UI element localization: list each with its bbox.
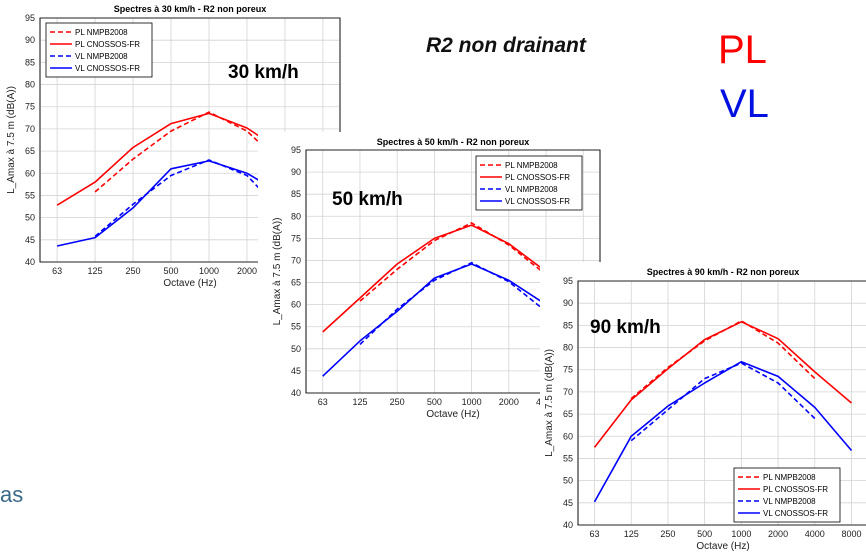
y-tick-label: 60 (25, 168, 35, 178)
y-tick-label: 60 (291, 300, 301, 310)
y-tick-label: 90 (291, 167, 301, 177)
y-tick-label: 80 (563, 343, 573, 353)
plot-frame (577, 280, 866, 526)
y-tick-label: 95 (291, 145, 301, 155)
legend-entry: VL CNOSSOS-FR (505, 197, 570, 206)
y-axis-title: L_Amax à 7.5 m (dB(A)) (544, 349, 555, 457)
legend-entry: PL NMPB2008 (763, 473, 816, 482)
y-tick-label: 45 (291, 366, 301, 376)
x-axis-title: Octave (Hz) (163, 278, 216, 289)
x-tick-label: 2000 (237, 266, 257, 276)
x-tick-label: 63 (590, 529, 600, 539)
y-tick-label: 50 (563, 476, 573, 486)
series-line-pl-cnossos-fr (593, 320, 853, 448)
legend-entry: VL NMPB2008 (75, 52, 128, 61)
chart-title: Spectres à 30 km/h - R2 non poreux (114, 4, 267, 14)
y-tick-label: 50 (25, 213, 35, 223)
y-tick-label: 45 (563, 498, 573, 508)
y-tick-label: 90 (25, 35, 35, 45)
y-tick-label: 85 (25, 57, 35, 67)
x-tick-label: 500 (427, 397, 442, 407)
y-tick-label: 70 (563, 387, 573, 397)
x-tick-label: 1000 (199, 266, 219, 276)
y-tick-label: 50 (291, 344, 301, 354)
y-tick-label: 45 (25, 235, 35, 245)
series-line-vl-cnossos-fr (593, 360, 853, 503)
legend-entry: PL CNOSSOS-FR (505, 173, 570, 182)
x-tick-label: 2000 (768, 529, 788, 539)
y-tick-label: 40 (291, 388, 301, 398)
legend-entry: PL CNOSSOS-FR (75, 40, 140, 49)
y-axis-title: L_Amax à 7.5 m (dB(A)) (6, 86, 17, 194)
slide-subtitle: R2 non drainant (426, 34, 586, 57)
speed-annotation: 30 km/h (228, 62, 299, 83)
series-line-vl-nmpb2008 (359, 261, 547, 345)
x-tick-label: 125 (352, 397, 367, 407)
y-axis-title: L_Amax à 7.5 m (dB(A)) (272, 218, 283, 326)
y-tick-label: 40 (563, 520, 573, 530)
chart-title: Spectres à 90 km/h - R2 non poreux (647, 267, 800, 277)
y-tick-label: 70 (25, 124, 35, 134)
series-line-pl-cnossos-fr (322, 224, 584, 333)
legend-entry: PL NMPB2008 (505, 161, 558, 170)
x-tick-label: 500 (697, 529, 712, 539)
side-text-fragment: as (0, 482, 24, 507)
legend-entry: VL CNOSSOS-FR (763, 509, 828, 518)
x-tick-label: 250 (126, 266, 141, 276)
x-tick-label: 1000 (731, 529, 751, 539)
x-axis-title: Octave (Hz) (696, 541, 749, 552)
series-line-vl-nmpb2008 (94, 159, 286, 237)
y-tick-label: 90 (563, 298, 573, 308)
y-tick-label: 55 (25, 190, 35, 200)
y-tick-label: 85 (563, 320, 573, 330)
y-tick-label: 85 (291, 189, 301, 199)
y-tick-label: 65 (25, 146, 35, 156)
y-tick-label: 55 (291, 322, 301, 332)
y-tick-label: 55 (563, 453, 573, 463)
y-tick-label: 95 (25, 13, 35, 23)
series-line-pl-nmpb2008 (94, 111, 286, 193)
legend-entry: PL NMPB2008 (75, 28, 128, 37)
y-tick-label: 65 (563, 409, 573, 419)
x-tick-label: 125 (88, 266, 103, 276)
y-tick-label: 70 (291, 255, 301, 265)
x-tick-label: 1000 (462, 397, 482, 407)
series-line-vl-cnossos-fr (322, 263, 584, 377)
x-tick-label: 125 (624, 529, 639, 539)
x-tick-label: 4000 (805, 529, 825, 539)
x-tick-label: 63 (52, 266, 62, 276)
x-axis-title: Octave (Hz) (426, 409, 479, 420)
chart-title: Spectres à 50 km/h - R2 non poreux (377, 137, 530, 147)
x-tick-label: 2000 (499, 397, 519, 407)
chart-legend: PL NMPB2008 PL CNOSSOS-FR VL NMPB2008 VL CN… (45, 22, 153, 78)
speed-annotation: 90 km/h (590, 317, 661, 338)
pl-legend-label: PL (718, 28, 767, 72)
x-tick-label: 250 (390, 397, 405, 407)
series-line-vl-nmpb2008 (630, 362, 816, 442)
chart-panel-3: 40 45 50 55 60 65 70 75 80 85 90 95 63 125 250 500 1000 2… (540, 262, 866, 553)
legend-entry: VL NMPB2008 (763, 497, 816, 506)
x-tick-label: 250 (660, 529, 675, 539)
y-tick-label: 80 (25, 80, 35, 90)
x-tick-label: 500 (163, 266, 178, 276)
y-tick-label: 60 (563, 431, 573, 441)
vl-legend-label: VL (720, 82, 769, 126)
x-tick-label: 63 (318, 397, 328, 407)
speed-annotation: 50 km/h (332, 189, 403, 210)
y-tick-label: 95 (563, 276, 573, 286)
legend-entry: VL CNOSSOS-FR (75, 64, 140, 73)
legend-entry: PL CNOSSOS-FR (763, 485, 828, 494)
y-tick-label: 75 (25, 102, 35, 112)
y-tick-label: 65 (291, 278, 301, 288)
y-tick-label: 75 (291, 233, 301, 243)
y-tick-label: 75 (563, 365, 573, 375)
chart-legend: PL NMPB2008 PL CNOSSOS-FR VL NMPB2008 VL CN… (733, 467, 841, 523)
y-tick-label: 80 (291, 211, 301, 221)
x-tick-label: 8000 (841, 529, 861, 539)
legend-entry: VL NMPB2008 (505, 185, 558, 194)
chart-legend: PL NMPB2008 PL CNOSSOS-FR VL NMPB2008 VL CN… (475, 155, 583, 211)
y-tick-label: 40 (25, 257, 35, 267)
